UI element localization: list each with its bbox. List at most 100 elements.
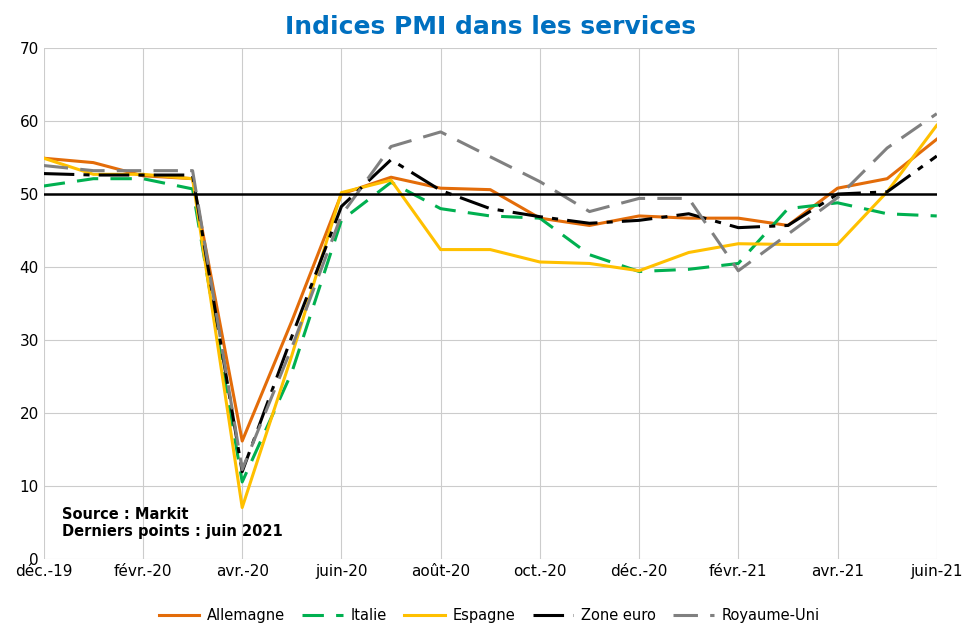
Italie xyxy=(782,205,793,213)
Espagne xyxy=(830,241,842,249)
Espagne xyxy=(137,171,149,178)
Line: Italie: Italie xyxy=(44,179,936,482)
Italie xyxy=(285,369,297,376)
Italie xyxy=(38,182,50,190)
Line: Allemagne: Allemagne xyxy=(44,139,936,441)
Royaume-Uni xyxy=(187,167,198,174)
Italie xyxy=(236,478,248,486)
Italie xyxy=(484,212,495,220)
Allemagne xyxy=(732,214,743,222)
Allemagne xyxy=(583,222,595,229)
Italie xyxy=(385,178,397,186)
Zone euro xyxy=(880,188,892,196)
Royaume-Uni xyxy=(484,153,495,160)
Title: Indices PMI dans les services: Indices PMI dans les services xyxy=(284,15,695,39)
Royaume-Uni xyxy=(435,128,446,135)
Allemagne xyxy=(385,173,397,181)
Allemagne xyxy=(87,158,99,166)
Zone euro xyxy=(732,224,743,231)
Allemagne xyxy=(930,135,942,143)
Zone euro xyxy=(632,217,644,224)
Royaume-Uni xyxy=(533,178,545,185)
Italie xyxy=(682,265,694,273)
Allemagne xyxy=(187,175,198,183)
Zone euro xyxy=(435,187,446,194)
Zone euro xyxy=(533,213,545,220)
Zone euro xyxy=(782,222,793,229)
Italie xyxy=(930,212,942,220)
Allemagne xyxy=(285,318,297,325)
Espagne xyxy=(187,175,198,183)
Espagne xyxy=(484,246,495,254)
Zone euro xyxy=(583,219,595,227)
Italie xyxy=(335,217,347,224)
Royaume-Uni xyxy=(38,162,50,169)
Royaume-Uni xyxy=(137,167,149,174)
Royaume-Uni xyxy=(335,212,347,219)
Italie xyxy=(880,210,892,218)
Line: Royaume-Uni: Royaume-Uni xyxy=(44,114,936,470)
Italie xyxy=(732,259,743,267)
Italie xyxy=(137,175,149,183)
Allemagne xyxy=(682,214,694,222)
Espagne xyxy=(335,189,347,196)
Espagne xyxy=(880,188,892,196)
Royaume-Uni xyxy=(385,142,397,150)
Espagne xyxy=(385,176,397,184)
Royaume-Uni xyxy=(682,195,694,203)
Italie xyxy=(435,205,446,213)
Zone euro xyxy=(38,170,50,178)
Royaume-Uni xyxy=(236,466,248,473)
Italie xyxy=(87,175,99,183)
Allemagne xyxy=(880,175,892,183)
Allemagne xyxy=(632,212,644,220)
Zone euro xyxy=(682,210,694,218)
Zone euro xyxy=(187,171,198,179)
Royaume-Uni xyxy=(285,344,297,351)
Royaume-Uni xyxy=(583,208,595,215)
Allemagne xyxy=(435,185,446,192)
Zone euro xyxy=(285,333,297,341)
Royaume-Uni xyxy=(880,144,892,152)
Espagne xyxy=(782,241,793,249)
Allemagne xyxy=(484,186,495,194)
Royaume-Uni xyxy=(782,231,793,238)
Espagne xyxy=(632,267,644,275)
Allemagne xyxy=(782,222,793,229)
Allemagne xyxy=(137,172,149,180)
Allemagne xyxy=(533,214,545,222)
Italie xyxy=(583,251,595,259)
Allemagne xyxy=(236,437,248,445)
Zone euro xyxy=(137,171,149,179)
Zone euro xyxy=(335,203,347,210)
Royaume-Uni xyxy=(830,194,842,201)
Espagne xyxy=(682,249,694,256)
Allemagne xyxy=(38,155,50,162)
Espagne xyxy=(285,351,297,359)
Allemagne xyxy=(335,190,347,198)
Espagne xyxy=(533,258,545,266)
Zone euro xyxy=(87,171,99,179)
Espagne xyxy=(236,504,248,511)
Line: Espagne: Espagne xyxy=(44,125,936,507)
Line: Zone euro: Zone euro xyxy=(44,156,936,472)
Espagne xyxy=(435,246,446,254)
Royaume-Uni xyxy=(87,167,99,174)
Royaume-Uni xyxy=(632,195,644,203)
Espagne xyxy=(87,171,99,178)
Zone euro xyxy=(830,190,842,198)
Allemagne xyxy=(830,185,842,192)
Italie xyxy=(187,185,198,193)
Espagne xyxy=(583,259,595,267)
Italie xyxy=(830,199,842,206)
Legend: Allemagne, Italie, Espagne, Zone euro, Royaume-Uni: Allemagne, Italie, Espagne, Zone euro, R… xyxy=(152,602,825,629)
Royaume-Uni xyxy=(732,267,743,275)
Zone euro xyxy=(385,156,397,164)
Zone euro xyxy=(930,152,942,160)
Espagne xyxy=(732,240,743,247)
Text: Source : Markit
Derniers points : juin 2021: Source : Markit Derniers points : juin 2… xyxy=(62,507,282,539)
Italie xyxy=(533,214,545,222)
Espagne xyxy=(930,121,942,129)
Italie xyxy=(632,268,644,275)
Zone euro xyxy=(236,468,248,475)
